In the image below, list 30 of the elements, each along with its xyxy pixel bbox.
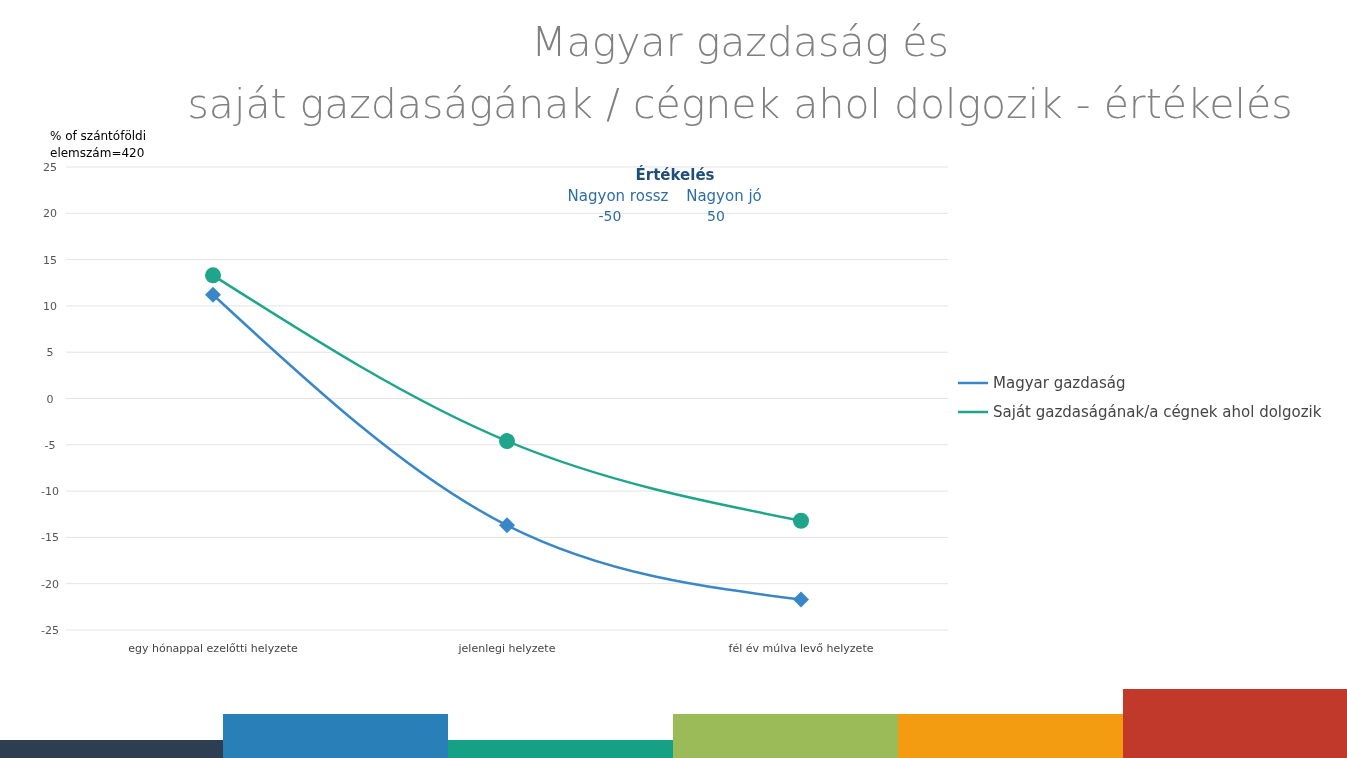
y-tick-label: -20: [41, 577, 59, 591]
y-tick-label: -15: [41, 531, 59, 545]
text: elemszám=420: [50, 146, 145, 160]
x-tick-label: egy hónappal ezelőtti helyzete: [128, 642, 299, 655]
point: [499, 433, 515, 450]
annotation: -50: [598, 208, 622, 224]
annotation: Nagyon jó: [686, 187, 762, 205]
y-tick-label: 10: [43, 299, 57, 313]
annotation: Nagyon rossz: [567, 187, 669, 205]
y-tick-label: -25: [41, 624, 59, 637]
y-tick-label: 15: [43, 253, 57, 267]
point: [793, 591, 809, 608]
y-tick-label: -5: [44, 438, 56, 452]
point: [499, 517, 515, 534]
annotation: 50: [707, 208, 725, 224]
point: [205, 286, 221, 303]
annotation: Értékelés: [635, 165, 715, 184]
y-tick-label: 0: [46, 392, 54, 406]
x-tick-label: fél év múlva levő helyzete: [728, 642, 874, 655]
text: % of szántóföldi: [50, 129, 147, 143]
y-tick-label: 20: [43, 207, 57, 221]
legend-label: Magyar gazdaság: [993, 374, 1126, 392]
chart-title: Magyar gazdaság és saját gazdaságának / cégnek ahol dolgozik - értékelés: [187, 18, 1293, 128]
legend-label: Saját gazdaságának/a cégnek ahol dolgozik: [993, 403, 1322, 421]
y-tick-label: -10: [41, 485, 59, 499]
point: [205, 267, 221, 284]
x-tick-label: jelenlegi helyzete: [457, 642, 556, 655]
y-tick-label: 25: [43, 161, 57, 174]
y-tick-label: 5: [46, 346, 54, 360]
point: [793, 512, 809, 529]
